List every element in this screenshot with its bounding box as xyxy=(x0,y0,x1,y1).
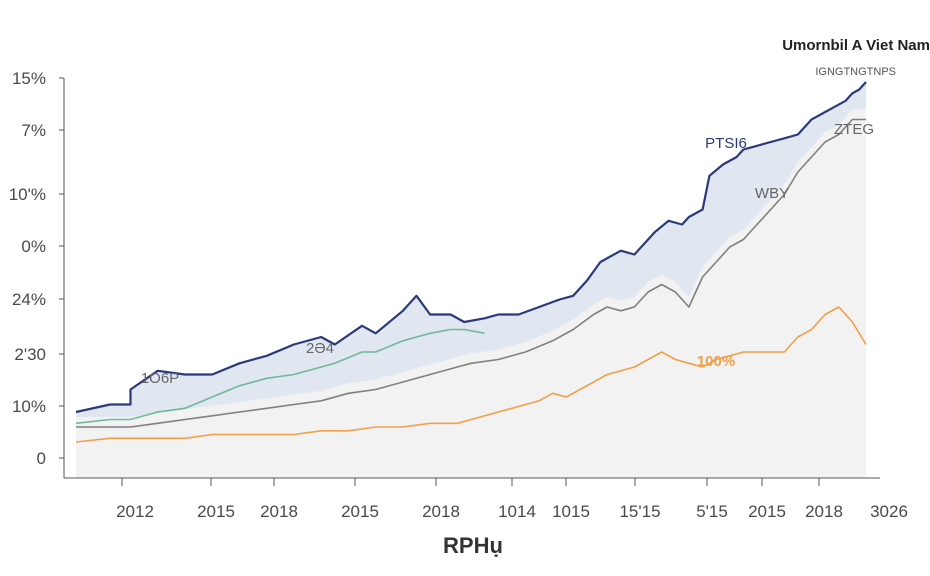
navy-band-fill xyxy=(76,82,866,417)
x-tick-label: 2018 xyxy=(260,502,298,521)
x-tick-label: 3026 xyxy=(870,502,908,521)
series-line-orange xyxy=(75,306,867,443)
y-tick-label: 0% xyxy=(21,237,46,256)
annotation-label: 2Ə4 xyxy=(306,340,334,357)
x-tick-label: 2018 xyxy=(422,502,460,521)
series-line-gray xyxy=(76,118,866,428)
series-line-navy xyxy=(75,81,867,414)
y-tick-label: 7% xyxy=(21,121,46,140)
x-tick-label: 2015 xyxy=(197,502,235,521)
y-tick-label: 10'% xyxy=(9,185,46,204)
x-tick-label: 2015 xyxy=(341,502,379,521)
x-tick-layer: 2012 2015 2018 2015 2018 1014 1015 15'15 5'15 201… xyxy=(116,478,908,521)
x-tick-label: 15'15 xyxy=(619,502,660,521)
y-tick-label: 15% xyxy=(12,69,46,88)
annotation-label: 100% xyxy=(697,353,735,370)
y-tick-label: 0 xyxy=(37,449,46,468)
series-line-green xyxy=(75,328,485,425)
annotation-layer: 1O6P 2Ə4 PTSI6 ZTEG WBY 100% xyxy=(141,121,874,387)
legend-subtitle: IGNGTNGTNPS xyxy=(815,66,896,78)
y-tick-label: 10% xyxy=(12,397,46,416)
legend-title: Umornbil A Viet Nam xyxy=(782,37,930,54)
annotation-label: PTSI6 xyxy=(705,135,747,152)
x-tick-label: 2018 xyxy=(805,502,843,521)
x-tick-label: 1014 xyxy=(498,502,536,521)
x-tick-label: 2015 xyxy=(748,502,786,521)
x-tick-label: 2012 xyxy=(116,502,154,521)
series-layer xyxy=(75,81,867,443)
y-tick-label: 24% xyxy=(12,290,46,309)
x-tick-label: 5'15 xyxy=(696,502,728,521)
y-tick-label: 2'30 xyxy=(14,345,46,364)
y-tick-layer: 0 10% 2'30 24% 0% 10'% 7% 15% xyxy=(9,69,64,468)
annotation-label: 1O6P xyxy=(141,370,179,387)
annotation-label: WBY xyxy=(755,185,789,202)
x-tick-label: 1015 xyxy=(552,502,590,521)
annotation-label: ZTEG xyxy=(834,121,874,138)
x-axis-title: RPHụ xyxy=(443,533,503,558)
